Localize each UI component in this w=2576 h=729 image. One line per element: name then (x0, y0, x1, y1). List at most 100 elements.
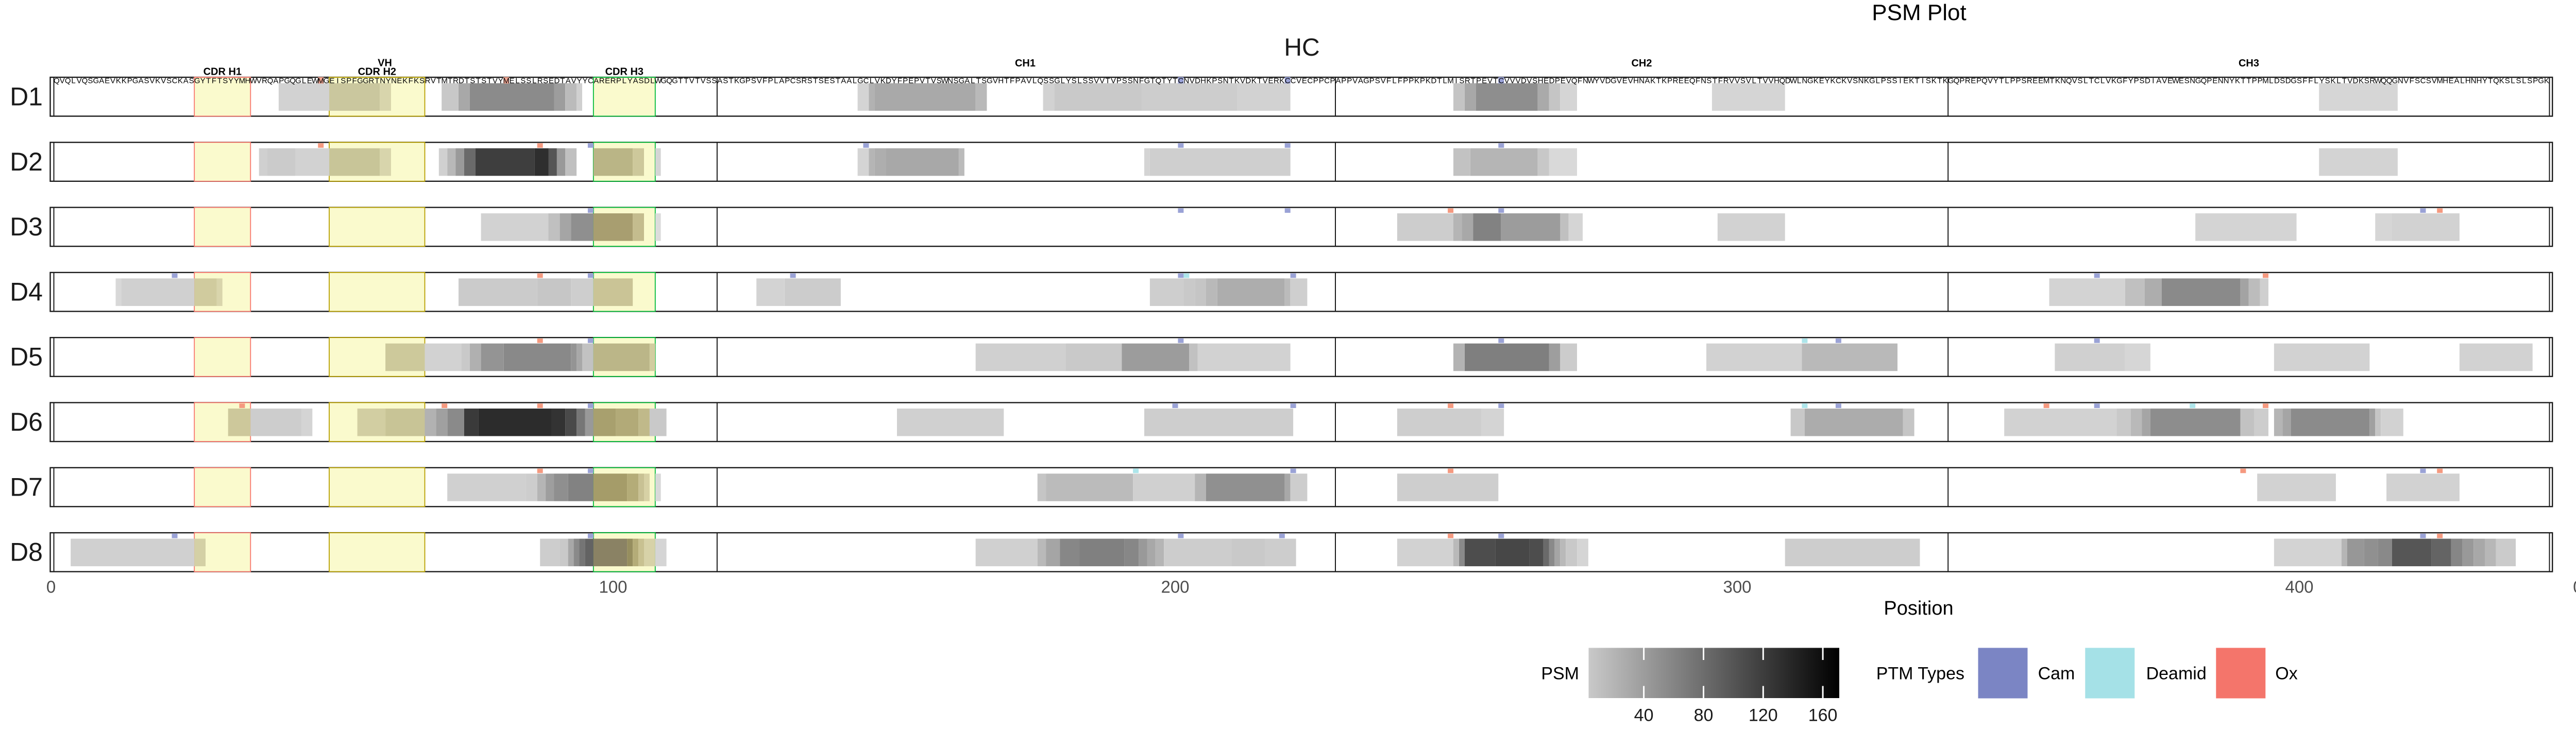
svg-text:K: K (2235, 76, 2240, 85)
svg-text:G: G (739, 76, 745, 85)
svg-text:PSM Plot: PSM Plot (1872, 0, 1966, 25)
svg-text:E: E (549, 76, 554, 85)
svg-text:V: V (1768, 76, 1773, 85)
svg-text:Q: Q (1037, 76, 1043, 85)
svg-text:L: L (2460, 76, 2464, 85)
svg-text:S: S (88, 76, 93, 85)
svg-text:T: T (1257, 76, 1262, 85)
svg-text:S: S (520, 76, 526, 85)
svg-text:D: D (2353, 76, 2359, 85)
svg-text:T: T (476, 76, 481, 85)
svg-text:M: M (239, 76, 246, 85)
svg-text:A: A (139, 76, 144, 85)
svg-text:HC: HC (1284, 34, 1319, 61)
svg-text:P: P (1555, 76, 1560, 85)
svg-text:P: P (903, 76, 908, 85)
svg-text:T: T (678, 76, 683, 85)
svg-text:V: V (875, 76, 880, 85)
svg-text:R: R (1673, 76, 1679, 85)
svg-text:L: L (1876, 76, 1880, 85)
svg-text:K: K (178, 76, 183, 85)
svg-text:F: F (2123, 76, 2127, 85)
svg-text:V: V (1381, 76, 1386, 85)
svg-text:V: V (2347, 76, 2352, 85)
svg-text:S: S (807, 76, 812, 85)
svg-text:E: E (307, 76, 312, 85)
svg-text:R: R (453, 76, 459, 85)
svg-text:N: N (1701, 76, 1706, 85)
svg-text:V: V (1746, 76, 1751, 85)
svg-text:S: S (711, 76, 717, 85)
svg-text:V: V (1263, 76, 1268, 85)
svg-text:D6: D6 (10, 408, 43, 436)
svg-text:A: A (846, 76, 852, 85)
svg-text:E: E (105, 76, 110, 85)
svg-text:K: K (1943, 76, 1948, 85)
svg-text:I: I (2152, 76, 2154, 85)
svg-text:P: P (2010, 76, 2015, 85)
svg-text:S: S (1088, 76, 1093, 85)
svg-text:Q: Q (2066, 76, 2072, 85)
svg-text:G: G (324, 76, 330, 85)
svg-text:T: T (976, 76, 981, 85)
svg-text:L: L (622, 76, 626, 85)
svg-text:H: H (245, 76, 250, 85)
svg-text:R: R (1465, 76, 1470, 85)
svg-text:G: G (1611, 76, 1617, 85)
svg-text:K: K (1251, 76, 1257, 85)
svg-text:E: E (1971, 76, 1976, 85)
svg-text:S: S (1043, 76, 1048, 85)
svg-text:G: G (857, 76, 863, 85)
svg-text:V: V (1527, 76, 1532, 85)
svg-text:G: G (987, 76, 993, 85)
svg-text:A: A (633, 76, 638, 85)
svg-text:L: L (515, 76, 519, 85)
svg-text:G: G (1807, 76, 1814, 85)
svg-text:H: H (2465, 76, 2471, 85)
svg-text:V: V (1240, 76, 1245, 85)
svg-text:P: P (745, 76, 751, 85)
svg-text:A: A (2454, 76, 2459, 85)
svg-text:Q: Q (267, 76, 274, 85)
svg-text:C: C (1324, 76, 1330, 85)
svg-text:P: P (2134, 76, 2139, 85)
svg-text:W: W (312, 76, 319, 85)
svg-text:V: V (1099, 76, 1105, 85)
svg-text:K: K (116, 76, 121, 85)
svg-text:V: V (1487, 76, 1493, 85)
svg-text:V: V (77, 76, 82, 85)
svg-text:E: E (397, 76, 402, 85)
svg-text:K: K (414, 76, 419, 85)
svg-text:Y: Y (577, 76, 582, 85)
svg-text:P: P (1881, 76, 1886, 85)
svg-text:G: G (672, 76, 678, 85)
svg-text:F: F (2410, 76, 2414, 85)
svg-text:H: H (2443, 76, 2448, 85)
svg-text:E: E (329, 76, 334, 85)
svg-text:G: G (1869, 76, 1875, 85)
svg-text:C: C (1307, 76, 1313, 85)
svg-text:P: P (1347, 76, 1352, 85)
svg-text:V: V (1094, 76, 1099, 85)
svg-text:P: P (1409, 76, 1414, 85)
svg-text:S: S (481, 76, 486, 85)
svg-text:S: S (796, 76, 801, 85)
svg-text:P: P (1420, 76, 1425, 85)
svg-text:E: E (1679, 76, 1684, 85)
svg-text:L: L (774, 76, 778, 85)
svg-text:C: C (1498, 76, 1504, 85)
svg-text:K: K (1279, 76, 1284, 85)
svg-text:D: D (2274, 76, 2280, 85)
svg-text:T: T (2342, 76, 2347, 85)
svg-text:Q: Q (1981, 76, 1988, 85)
svg-text:T: T (1150, 76, 1155, 85)
svg-text:K: K (2359, 76, 2364, 85)
svg-text:E: E (1561, 76, 1566, 85)
svg-text:D: D (459, 76, 464, 85)
svg-text:S: S (1853, 76, 1858, 85)
svg-text:R: R (262, 76, 267, 85)
svg-text:D: D (1785, 76, 1791, 85)
svg-text:Q: Q (666, 76, 672, 85)
svg-text:S: S (1122, 76, 1127, 85)
svg-text:K: K (122, 76, 127, 85)
